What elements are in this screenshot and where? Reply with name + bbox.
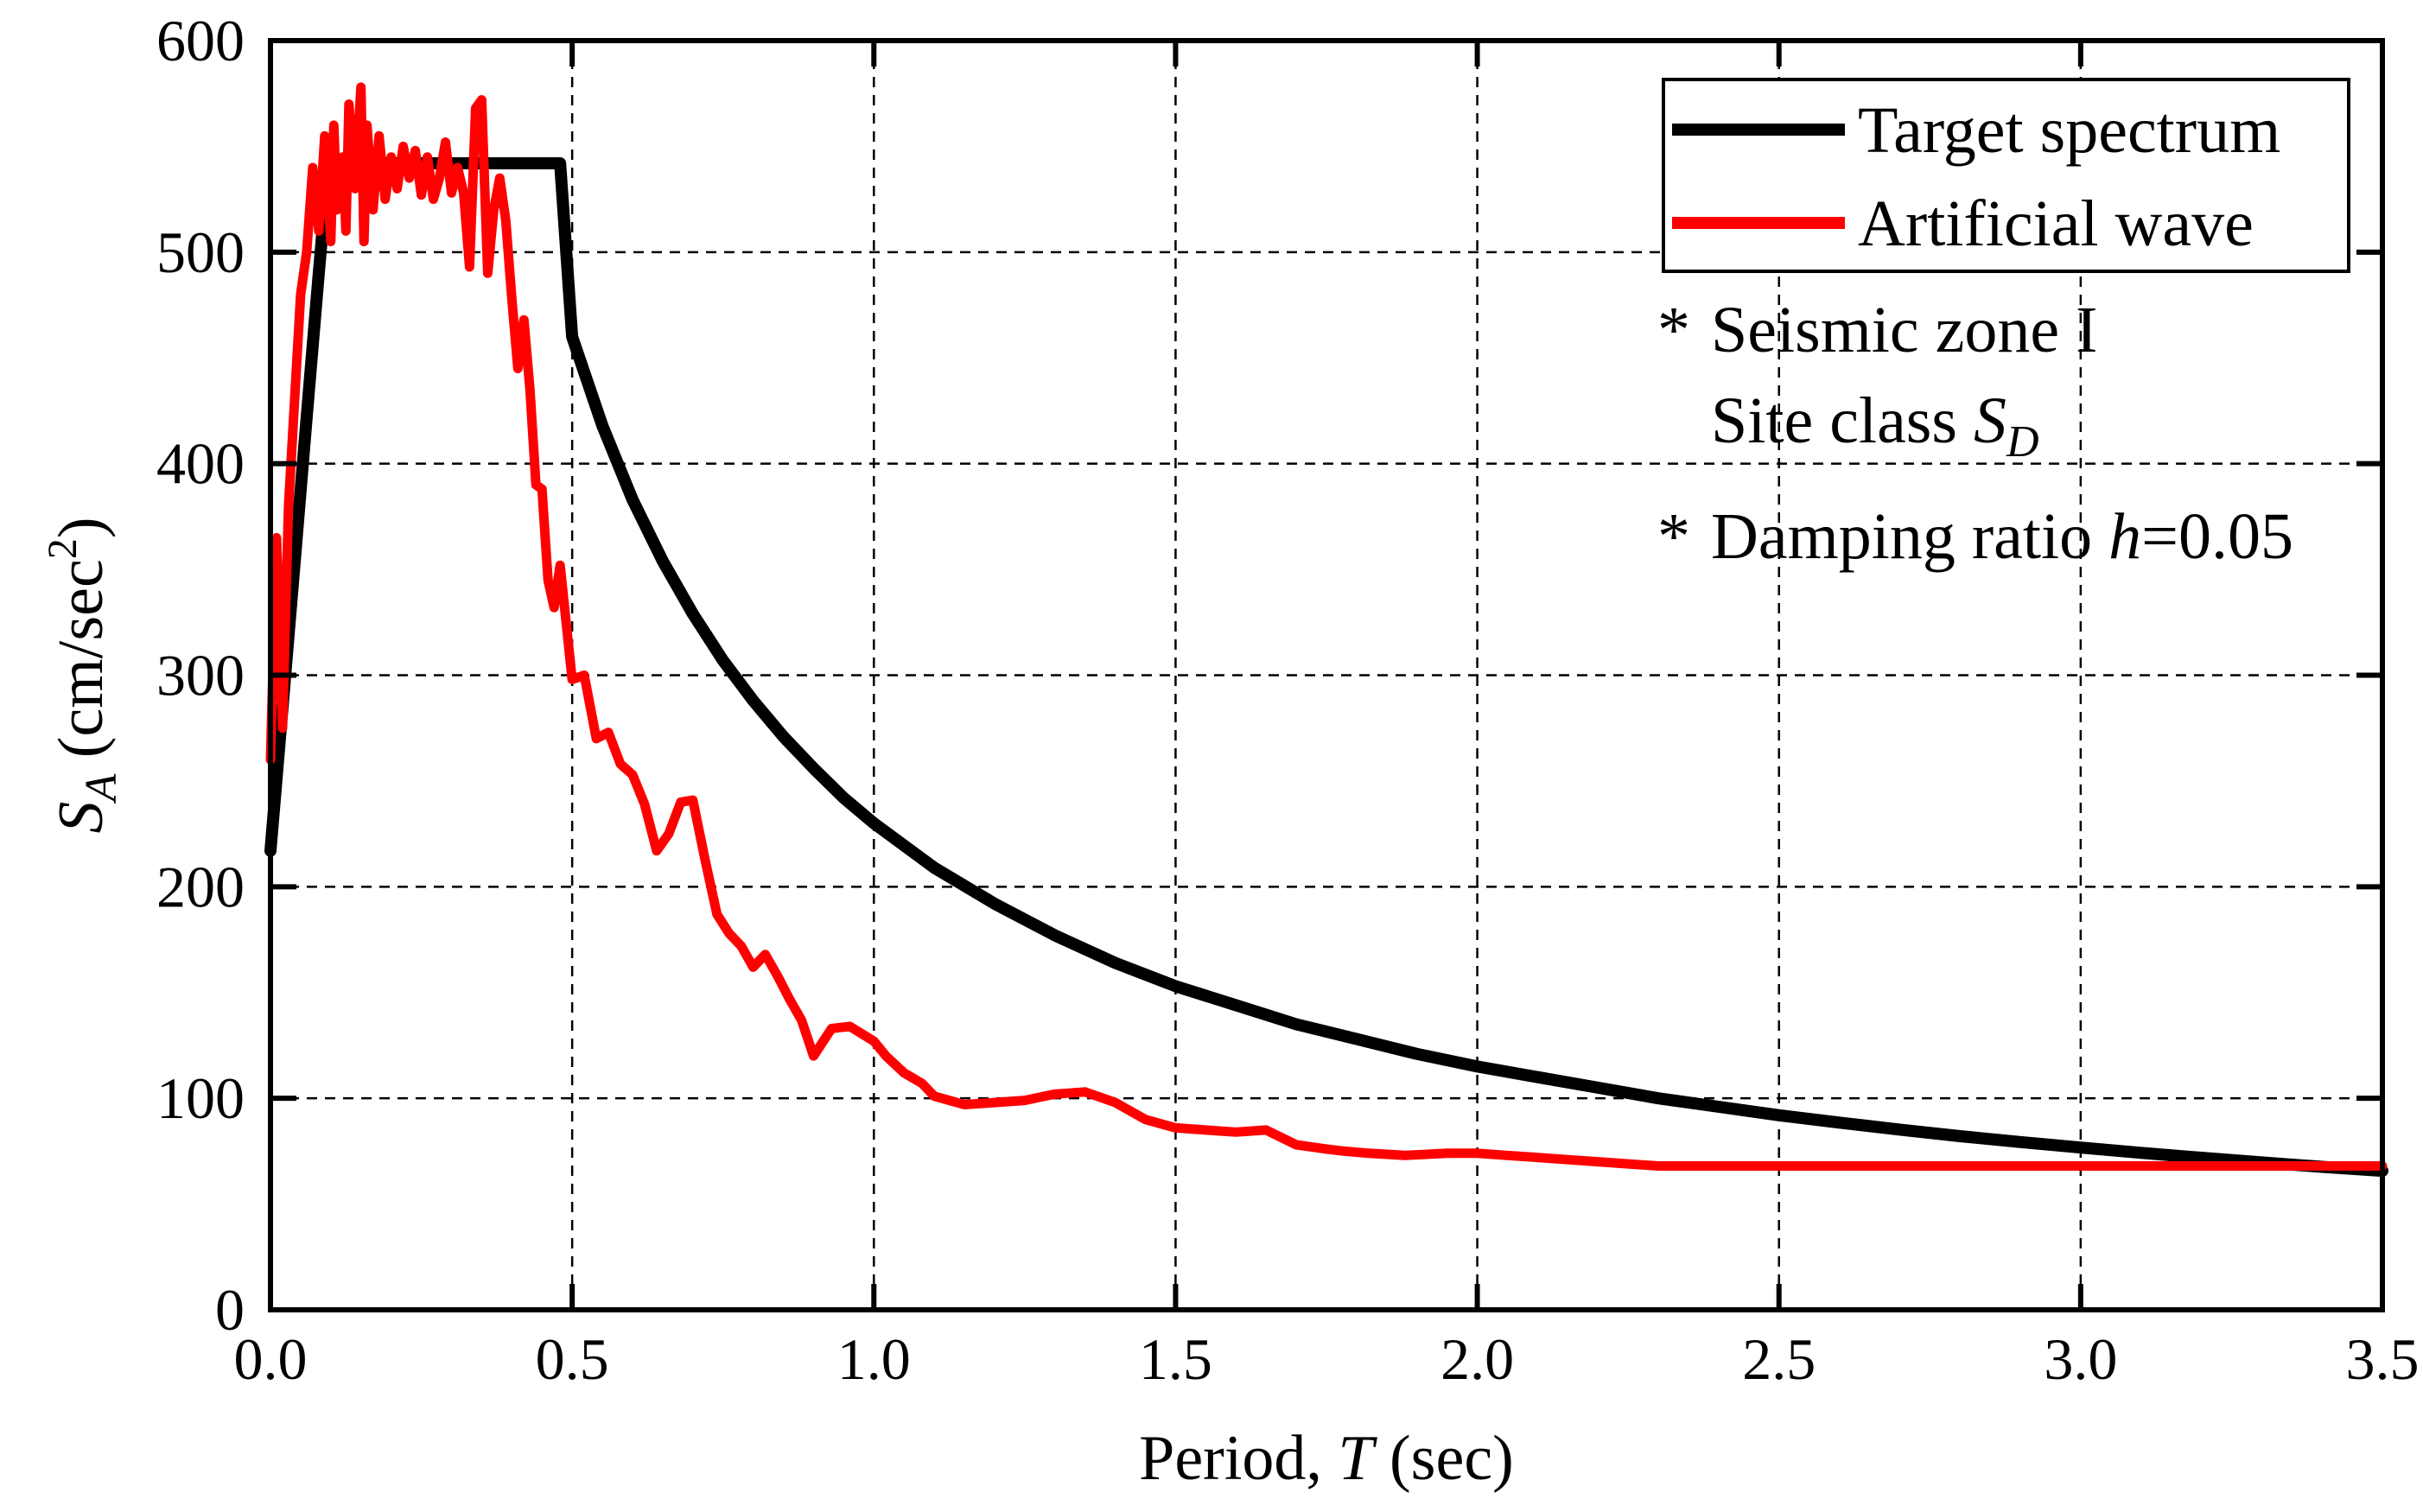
y-tick-label: 0 xyxy=(215,1277,245,1343)
grid xyxy=(270,41,2382,1310)
legend: Target spectrum Artificial wave xyxy=(1662,78,2350,273)
y-tick-label: 400 xyxy=(156,431,245,497)
x-tick-label: 1.5 xyxy=(1139,1326,1212,1392)
note-star-1: * xyxy=(1657,294,1690,366)
x-tick-label: 3.5 xyxy=(2346,1326,2420,1392)
legend-box xyxy=(1662,78,2350,273)
y-tick-label: 200 xyxy=(156,854,245,919)
legend-label-artificial: Artificial wave xyxy=(1858,187,2254,260)
series-layer xyxy=(264,82,2388,1178)
artificial-wave-line xyxy=(265,82,2388,1171)
y-axis-title: SA (cm/sec2) xyxy=(40,517,126,833)
x-tick-label: 1.0 xyxy=(837,1326,911,1392)
x-tick-label: 3.0 xyxy=(2044,1326,2117,1392)
x-tick-label: 2.0 xyxy=(1440,1326,1514,1392)
x-axis-title: Period, T (sec) xyxy=(1139,1423,1514,1494)
y-tick-label: 100 xyxy=(156,1065,245,1131)
x-tick-label: 0.5 xyxy=(536,1326,609,1392)
note-star-2: * xyxy=(1657,500,1690,573)
note-damping-ratio: Damping ratio h=0.05 xyxy=(1711,500,2293,573)
y-tick-label: 300 xyxy=(156,643,245,708)
legend-label-target: Target spectrum xyxy=(1858,94,2280,167)
y-tick-label: 600 xyxy=(156,8,245,73)
ticks xyxy=(268,38,2385,1312)
x-tick-label: 2.5 xyxy=(1742,1326,1816,1392)
note-seismic-zone: Seismic zone I xyxy=(1711,294,2097,366)
note-site-class: Site class SD xyxy=(1711,384,2039,467)
annotation-notes: * Seismic zone I Site class SD * Damping… xyxy=(1657,294,2293,573)
x-tick-label: 0.0 xyxy=(234,1326,308,1392)
tick-labels: 0.0 0.5 1.0 1.5 2.0 2.5 3.0 3.5 0 100 200 300 400 500… xyxy=(156,8,2420,1392)
y-tick-label: 500 xyxy=(156,219,245,285)
